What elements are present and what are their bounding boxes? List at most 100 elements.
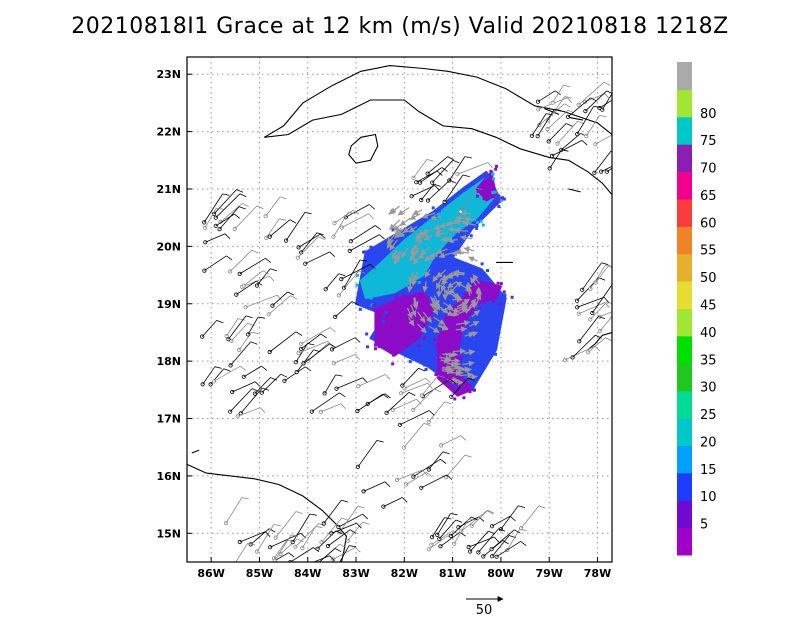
wind-barb xyxy=(435,513,458,538)
wind-barbs xyxy=(200,81,612,562)
wind-barb xyxy=(241,270,270,288)
wind-barb xyxy=(272,534,299,562)
wind-barb xyxy=(293,343,315,365)
wind-barb xyxy=(419,183,441,203)
wind-speckle xyxy=(467,185,471,189)
wind-barb xyxy=(318,403,346,414)
wind-speckle xyxy=(372,332,376,336)
coastline xyxy=(348,133,379,164)
wind-barb xyxy=(466,536,500,550)
wind-vector xyxy=(468,298,477,309)
wind-barb xyxy=(211,365,246,384)
wind-barb xyxy=(429,530,459,547)
colorbar-swatch xyxy=(677,171,692,200)
wind-speckle xyxy=(490,295,494,299)
wind-speckle xyxy=(469,383,473,387)
wind-barb xyxy=(339,264,376,282)
wind-vector xyxy=(400,247,409,258)
wind-barb xyxy=(203,233,231,245)
wind-speckle xyxy=(435,345,439,349)
coastline xyxy=(264,99,612,196)
wind-speckle xyxy=(373,308,377,312)
wind-barb xyxy=(458,187,483,214)
colorbar-label: 70 xyxy=(700,162,717,177)
wind-barb xyxy=(384,392,416,415)
wind-speckle xyxy=(374,347,378,351)
wind-vector xyxy=(447,226,462,233)
wind-speckle xyxy=(478,306,482,310)
wind-speckle xyxy=(451,382,455,386)
wind-vector xyxy=(436,269,447,278)
wind-speckle xyxy=(402,293,406,297)
wind-barb xyxy=(237,257,272,276)
wind-vector xyxy=(455,326,468,333)
wind-speckle xyxy=(463,186,467,190)
wind-barb xyxy=(411,458,447,479)
wind-barb xyxy=(290,513,317,545)
wind-speckle xyxy=(409,350,413,354)
wind-speckle xyxy=(380,265,384,269)
colorbar-swatch xyxy=(677,308,692,337)
x-tick-label: 85W xyxy=(246,567,273,580)
wind-speckle xyxy=(381,307,385,311)
wind-speckle xyxy=(492,349,496,353)
wind-speckle xyxy=(486,269,490,273)
map-frame xyxy=(186,56,613,563)
wind-speckle xyxy=(436,222,440,226)
wind-vector xyxy=(408,225,418,233)
wind-speckle xyxy=(356,297,360,301)
wind-speckle xyxy=(503,293,507,297)
wind-barb xyxy=(355,393,389,414)
wind-barb xyxy=(246,316,266,337)
wind-barb xyxy=(252,377,278,396)
wind-vector xyxy=(469,320,480,327)
colorbar-swatch xyxy=(677,527,692,556)
wind-barb xyxy=(230,381,261,395)
wind-vector xyxy=(389,239,398,251)
wind-barb xyxy=(417,167,448,185)
wind-vector xyxy=(410,304,417,317)
wind-barb xyxy=(604,167,612,174)
wind-speckle xyxy=(475,223,479,227)
wind-speckle xyxy=(355,283,359,287)
coastlines xyxy=(187,65,612,562)
wind-speckle xyxy=(385,263,389,267)
wind-vector xyxy=(422,281,429,293)
colorbar-label: 15 xyxy=(700,463,717,478)
wind-barb xyxy=(546,123,573,144)
map-area xyxy=(187,57,612,562)
y-tick-label: 21N xyxy=(156,183,181,196)
x-tick-label: 78W xyxy=(584,567,611,580)
wind-speckle xyxy=(372,304,376,308)
coastline xyxy=(568,188,581,193)
wind-barb xyxy=(336,270,366,298)
wind-vector xyxy=(459,234,473,241)
coastline xyxy=(544,108,560,115)
wind-barb xyxy=(232,205,264,231)
wind-speckle xyxy=(475,226,479,230)
wind-vector xyxy=(460,210,472,217)
wind-speckle xyxy=(391,287,395,291)
wind-speckle xyxy=(495,164,499,168)
wind-speckle xyxy=(467,326,471,330)
wind-vector xyxy=(435,248,448,255)
wind-speckle xyxy=(417,335,421,339)
wind-barb xyxy=(455,162,493,177)
wind-speckle xyxy=(362,250,366,254)
wind-speckle xyxy=(391,362,395,366)
wind-barb xyxy=(298,333,327,351)
wind-speckle xyxy=(393,287,397,291)
wind-barb xyxy=(200,366,222,387)
wind-barb xyxy=(267,331,303,355)
wind-barb xyxy=(223,497,249,526)
wind-barb xyxy=(345,521,370,543)
wind-speckle xyxy=(480,262,484,266)
y-tick-label: 20N xyxy=(156,240,181,253)
colorbar-swatch xyxy=(677,500,692,529)
y-tick-label: 19N xyxy=(156,298,181,311)
wind-barb xyxy=(235,542,255,562)
wind-barb xyxy=(202,193,230,225)
wind-barb xyxy=(361,481,391,494)
colorbar-label: 45 xyxy=(700,299,717,314)
